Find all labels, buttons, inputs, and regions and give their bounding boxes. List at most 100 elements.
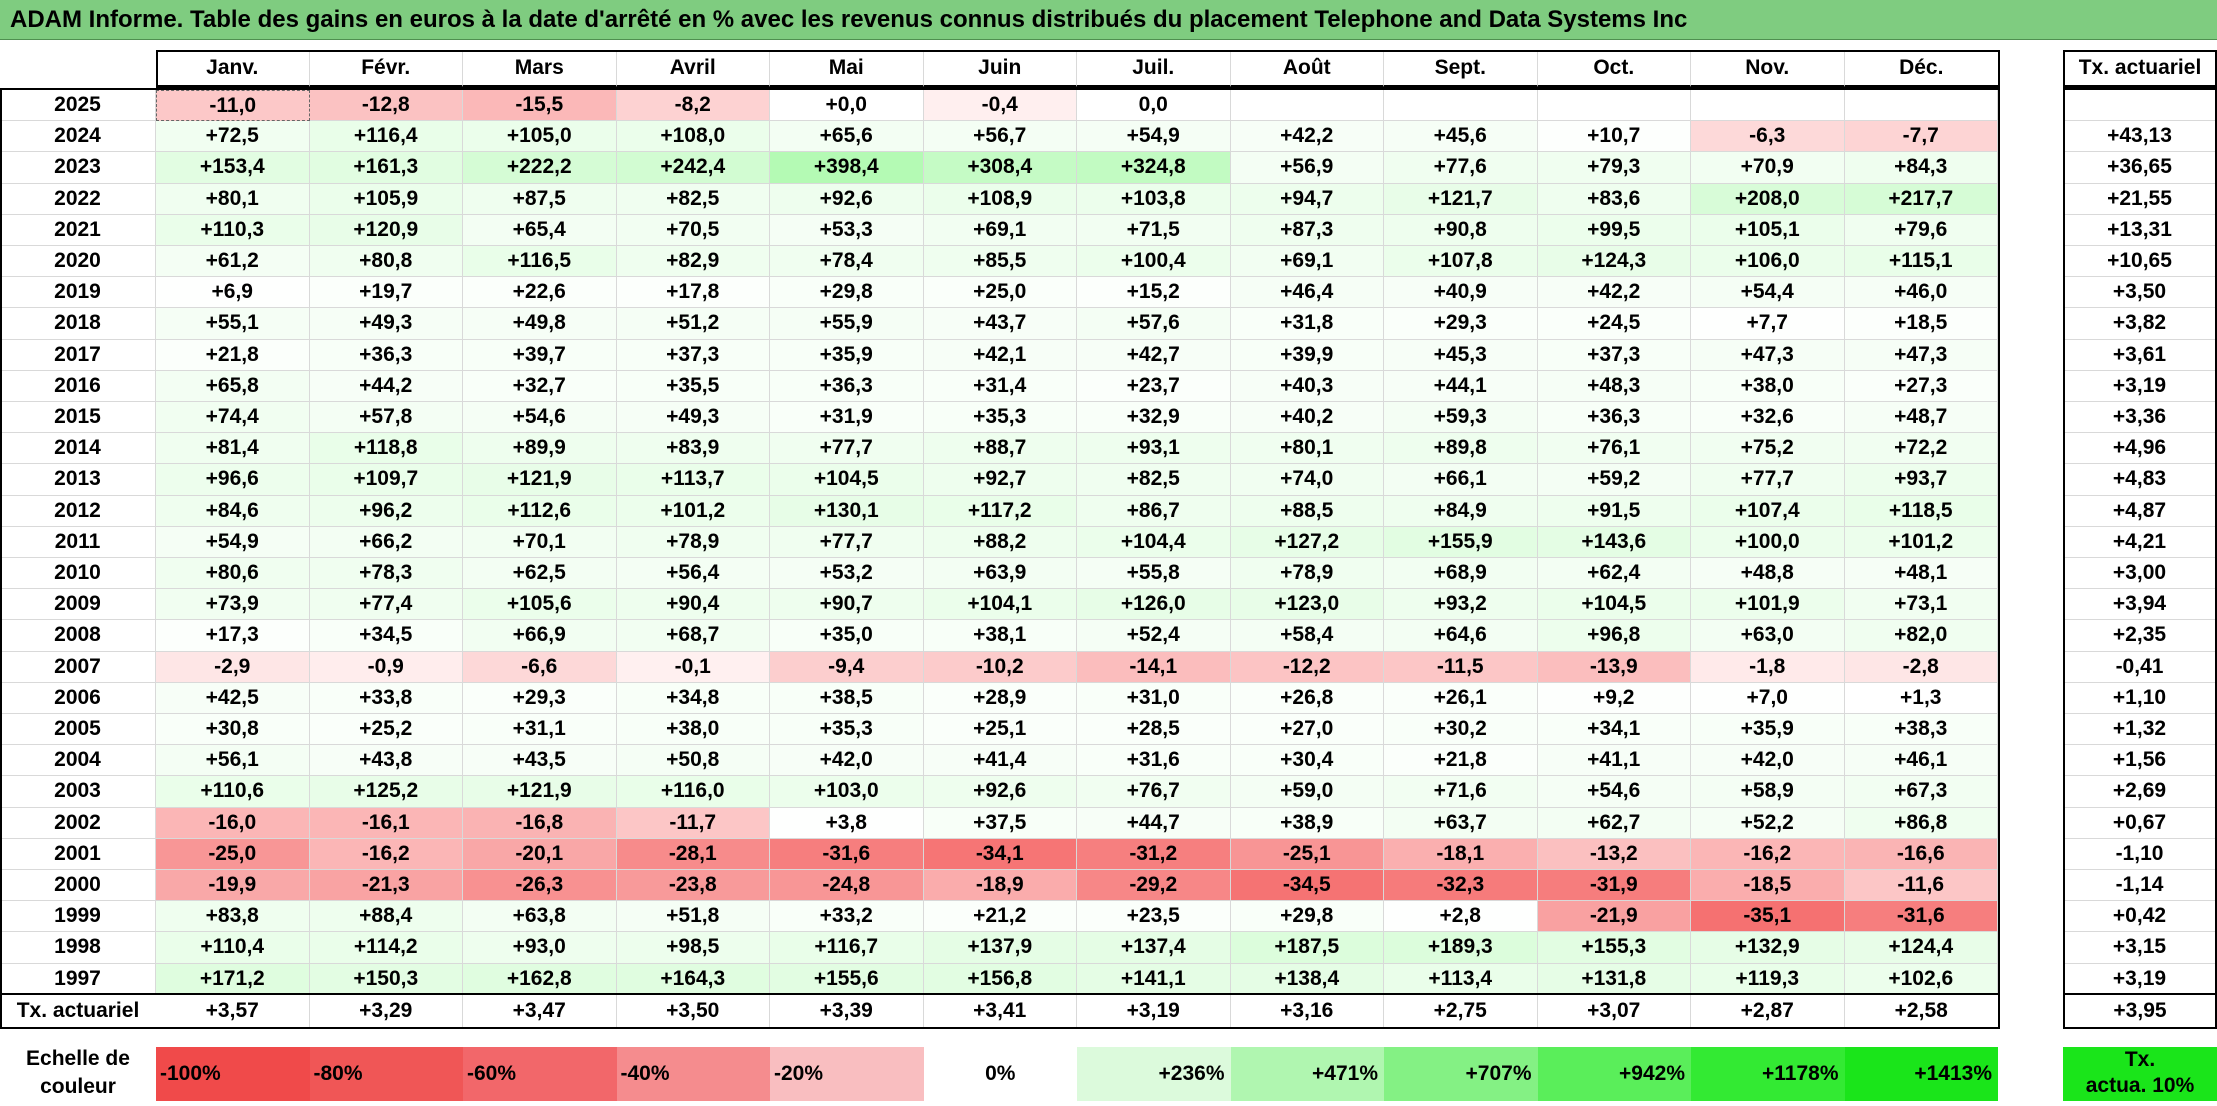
table-cell: +90,8 (1384, 214, 1538, 246)
year-label: 1998 (0, 932, 156, 964)
table-cell: +84,9 (1384, 495, 1538, 527)
annual-rate-cell: +1,56 (2063, 745, 2217, 777)
table-cell: +308,4 (923, 152, 1077, 184)
table-cell: +44,2 (309, 370, 463, 402)
table-cell: +56,7 (923, 121, 1077, 153)
footer-cell: +3,57 (156, 995, 310, 1027)
table-cell: +39,9 (1230, 339, 1384, 371)
year-label: 2012 (0, 495, 156, 527)
table-cell: +28,9 (923, 682, 1077, 714)
annual-rate-cell: +36,65 (2063, 152, 2217, 184)
footer-cell: +3,07 (1538, 995, 1691, 1027)
annual-rate-cell: +1,10 (2063, 682, 2217, 714)
table-cell: +131,8 (1537, 963, 1691, 995)
table-cell: +31,1 (463, 714, 617, 746)
table-cell: +66,2 (309, 526, 463, 558)
table-cell: +119,3 (1691, 963, 1845, 995)
table-cell: +78,3 (309, 558, 463, 590)
table-cell: +24,5 (1537, 308, 1691, 340)
table-cell: +125,2 (309, 776, 463, 808)
table-cell: +104,5 (770, 464, 924, 496)
table-cell: +53,2 (770, 558, 924, 590)
table-cell: +65,6 (770, 121, 924, 153)
table-cell: +36,3 (770, 370, 924, 402)
annual-rate-cell: +3,19 (2063, 370, 2217, 402)
annual-rate-cell: +4,87 (2063, 495, 2217, 527)
table-cell: +138,4 (1230, 963, 1384, 995)
table-cell: +72,2 (1844, 433, 1998, 465)
table-cell: +38,1 (923, 620, 1077, 652)
table-cell: +66,1 (1384, 464, 1538, 496)
table-cell: +31,8 (1230, 308, 1384, 340)
table-cell: +116,5 (463, 246, 617, 278)
table-cell: +92,6 (770, 183, 924, 215)
table-cell: +55,8 (1077, 558, 1231, 590)
table-cell: +93,2 (1384, 589, 1538, 621)
month-header: Déc. (1844, 50, 1998, 87)
table-cell: +40,9 (1384, 277, 1538, 309)
year-label: 2001 (0, 838, 156, 870)
month-header: Juil. (1077, 50, 1231, 87)
table-cell: -16,8 (463, 807, 617, 839)
annual-rate-cell: +43,13 (2063, 121, 2217, 153)
table-cell: +37,3 (1537, 339, 1691, 371)
table-cell: +26,1 (1384, 682, 1538, 714)
table-cell: +2,8 (1384, 901, 1538, 933)
table-cell: +41,4 (923, 745, 1077, 777)
table-cell: -34,1 (923, 838, 1077, 870)
table-cell: -26,3 (463, 870, 617, 902)
table-cell: +67,3 (1844, 776, 1998, 808)
table-cell: +102,6 (1844, 963, 1998, 995)
table-cell: +52,4 (1077, 620, 1231, 652)
table-cell: +51,8 (616, 901, 770, 933)
table-cell: -28,1 (616, 838, 770, 870)
month-header: Juin (923, 50, 1077, 87)
table-cell: -25,0 (156, 838, 310, 870)
table-cell: +57,8 (309, 402, 463, 434)
table-cell: +89,9 (463, 433, 617, 465)
table-cell: +105,9 (309, 183, 463, 215)
table-cell: +45,3 (1384, 339, 1538, 371)
table-cell: +42,0 (1691, 745, 1845, 777)
table-cell: +110,6 (156, 776, 310, 808)
table-cell: +155,6 (770, 963, 924, 995)
year-label: 2019 (0, 277, 156, 309)
year-label: 2008 (0, 620, 156, 652)
annual-rate-cell: +21,55 (2063, 183, 2217, 215)
table-cell: +17,8 (616, 277, 770, 309)
table-cell: +35,0 (770, 620, 924, 652)
table-cell: +36,3 (1537, 402, 1691, 434)
table-cell: +42,1 (923, 339, 1077, 371)
table-cell: +104,4 (1077, 526, 1231, 558)
table-cell: +104,1 (923, 589, 1077, 621)
table-cell: +56,4 (616, 558, 770, 590)
table-cell: -34,5 (1230, 870, 1384, 902)
table-cell: +78,9 (1230, 558, 1384, 590)
annual-rate-cell: +2,69 (2063, 776, 2217, 808)
table-cell: +26,8 (1230, 682, 1384, 714)
table-cell: +63,9 (923, 558, 1077, 590)
legend-swatch: -100% (156, 1047, 310, 1101)
table-cell: +40,3 (1230, 370, 1384, 402)
table-cell: +161,3 (309, 152, 463, 184)
year-label: 2003 (0, 776, 156, 808)
table-cell: -18,5 (1691, 870, 1845, 902)
table-cell: +108,9 (923, 183, 1077, 215)
table-cell: +89,8 (1384, 433, 1538, 465)
table-cell: +79,3 (1537, 152, 1691, 184)
table-cell: -13,9 (1537, 651, 1691, 683)
table-cell: +57,6 (1077, 308, 1231, 340)
table-cell: +65,8 (156, 370, 310, 402)
year-label: 2002 (0, 807, 156, 839)
table-cell: -21,9 (1537, 901, 1691, 933)
table-cell: +242,4 (616, 152, 770, 184)
table-cell: -9,4 (770, 651, 924, 683)
table-cell: -15,5 (463, 90, 617, 122)
table-cell: +23,5 (1077, 901, 1231, 933)
table-cell: +64,6 (1384, 620, 1538, 652)
legend-swatch: +471% (1230, 1047, 1384, 1101)
table-cell: +63,0 (1691, 620, 1845, 652)
month-header: Oct. (1537, 50, 1691, 87)
table-cell: +155,9 (1384, 526, 1538, 558)
table-cell: +51,2 (616, 308, 770, 340)
